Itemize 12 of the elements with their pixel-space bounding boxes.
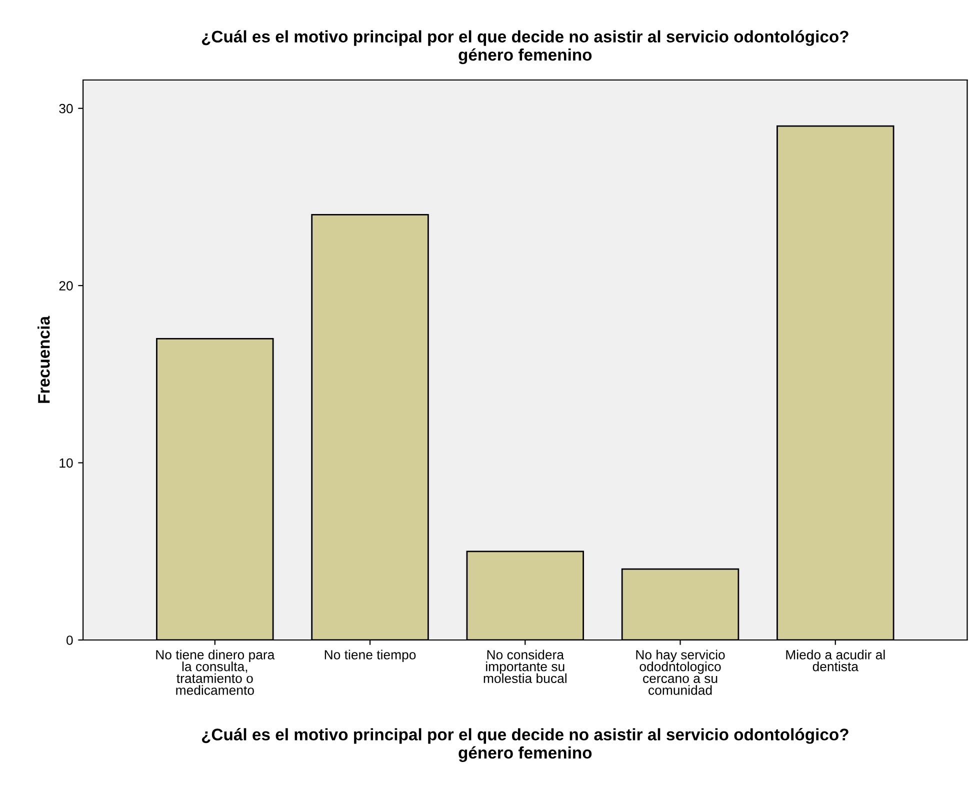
y-tick-label: 20 [59, 281, 73, 290]
y-axis-title: Frecuencia [38, 316, 50, 403]
y-tick-label: 0 [66, 636, 73, 645]
chart-title: ¿Cuál es el motivo principal por el que decide no asistir al servicio odontológico? género femenino [202, 30, 848, 64]
y-tick-label: 30 [59, 104, 73, 114]
x-axis-title: ¿Cuál es el motivo principal por el que decide no asistir al servicio odontológico? género femenino [202, 728, 848, 762]
x-tick-label: No tiene dinero para la consulta, tratamiento o medicamento [156, 650, 275, 695]
y-tick-label: 10 [60, 458, 73, 468]
x-tick-label: Miedo a acudir al dentista [786, 650, 885, 672]
x-tick-label: No hay servicio ododntologico cercano a su comunidad [636, 650, 725, 695]
x-tick-label: No tiene tiempo [324, 650, 416, 662]
x-tick-label: No considera importante su molestia bucal [484, 650, 566, 684]
